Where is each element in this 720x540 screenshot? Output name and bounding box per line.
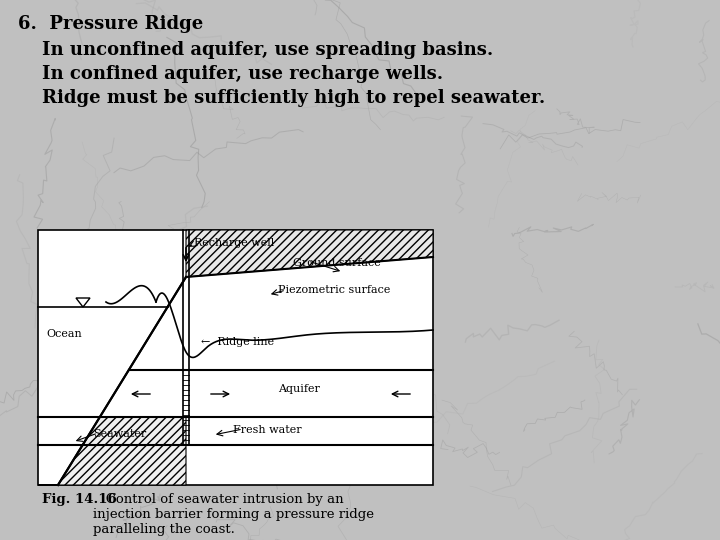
Polygon shape [38,417,186,485]
Text: In unconfined aquifer, use spreading basins.: In unconfined aquifer, use spreading bas… [42,41,493,59]
Text: 6.  Pressure Ridge: 6. Pressure Ridge [18,15,203,33]
Text: Fresh water: Fresh water [233,425,302,435]
Text: Ground surface: Ground surface [293,258,381,268]
Text: Piezometric surface: Piezometric surface [278,285,390,295]
Text: Ocean: Ocean [46,329,82,339]
Text: Fig. 14.16: Fig. 14.16 [42,493,117,506]
Text: Recharge well: Recharge well [194,238,274,248]
Bar [38,230,433,485]
Text: Aquifer: Aquifer [278,384,320,394]
Text: Control of seawater intrusion by an
injection barrier forming a pressure ridge
p: Control of seawater intrusion by an inje… [93,493,374,536]
Polygon shape [186,230,433,277]
Text: In confined aquifer, use recharge wells.: In confined aquifer, use recharge wells. [42,65,443,83]
Text: ←  Ridge line: ← Ridge line [201,337,274,347]
Text: Ridge must be sufficiently high to repel seawater.: Ridge must be sufficiently high to repel… [42,89,545,107]
Text: Seawater: Seawater [93,429,146,439]
